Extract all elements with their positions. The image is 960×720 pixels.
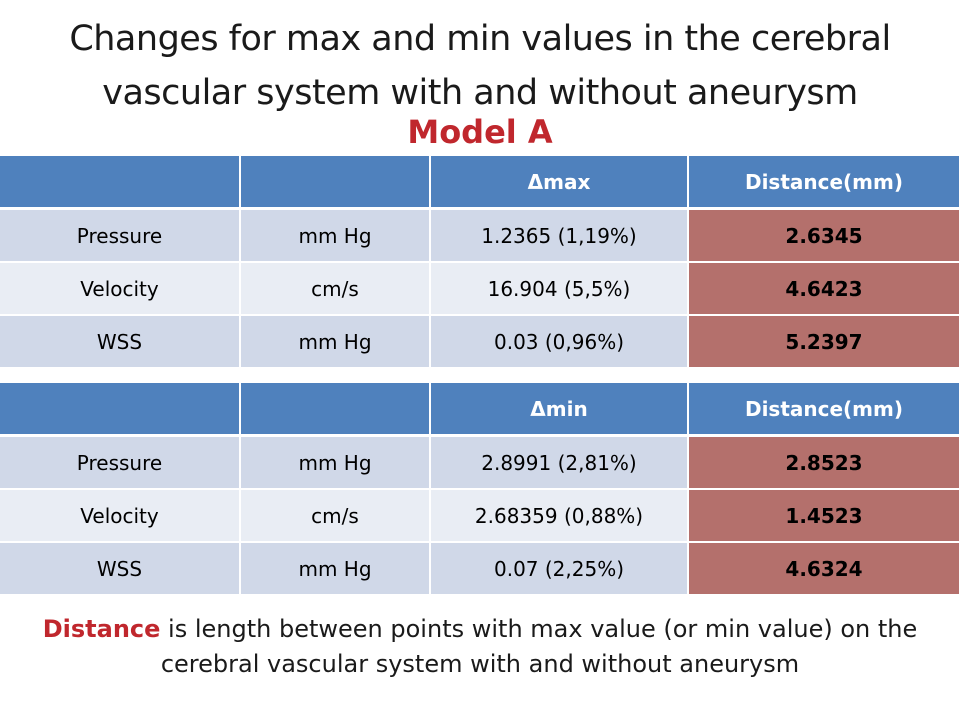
header-cell-empty (240, 156, 431, 210)
table-header-row: Δmin Distance(mm) (0, 383, 960, 437)
header-cell-empty (0, 156, 241, 210)
header-cell-empty (240, 383, 431, 437)
header-cell-delta-max: Δmax (430, 156, 689, 210)
row-delta: 16.904 (5,5%) (430, 262, 689, 316)
header-cell-distance: Distance(mm) (688, 156, 960, 210)
row-distance: 4.6324 (688, 542, 960, 596)
row-unit: cm/s (240, 262, 431, 316)
table-row: WSS mm Hg 0.07 (2,25%) 4.6324 (0, 542, 960, 596)
slide-title-line-1: Changes for max and min values in the ce… (69, 19, 891, 59)
row-parameter: Pressure (0, 435, 241, 490)
header-cell-delta-min: Δmin (430, 383, 689, 437)
row-parameter: WSS (0, 315, 241, 369)
row-distance: 1.4523 (688, 489, 960, 543)
row-distance: 2.8523 (688, 435, 960, 490)
table-row: Pressure mm Hg 1.2365 (1,19%) 2.6345 (0, 208, 960, 263)
header-cell-distance: Distance(mm) (688, 383, 960, 437)
row-unit: cm/s (240, 489, 431, 543)
row-distance: 4.6423 (688, 262, 960, 316)
table-row: WSS mm Hg 0.03 (0,96%) 5.2397 (0, 315, 960, 369)
table-row: Pressure mm Hg 2.8991 (2,81%) 2.8523 (0, 435, 960, 490)
table-row: Velocity cm/s 2.68359 (0,88%) 1.4523 (0, 489, 960, 543)
row-distance: 2.6345 (688, 208, 960, 263)
footnote-highlight: Distance (42, 615, 161, 643)
header-cell-empty (0, 383, 241, 437)
row-delta: 0.07 (2,25%) (430, 542, 689, 596)
min-values-table: Δmin Distance(mm) Pressure mm Hg 2.8991 … (0, 383, 960, 596)
row-delta: 2.68359 (0,88%) (430, 489, 689, 543)
row-delta: 1.2365 (1,19%) (430, 208, 689, 263)
row-parameter: Velocity (0, 489, 241, 543)
row-parameter: WSS (0, 542, 241, 596)
row-distance: 5.2397 (688, 315, 960, 369)
row-unit: mm Hg (240, 315, 431, 369)
model-label: Model A (407, 113, 553, 151)
slide-title: Changes for max and min values in the ce… (0, 12, 960, 120)
row-delta: 2.8991 (2,81%) (430, 435, 689, 490)
row-parameter: Velocity (0, 262, 241, 316)
footnote-text: is length between points with max value … (160, 615, 918, 678)
table-row: Velocity cm/s 16.904 (5,5%) 4.6423 (0, 262, 960, 316)
row-unit: mm Hg (240, 542, 431, 596)
table-header-row: Δmax Distance(mm) (0, 156, 960, 210)
footnote: Distance is length between points with m… (40, 612, 920, 682)
row-unit: mm Hg (240, 208, 431, 263)
max-values-table: Δmax Distance(mm) Pressure mm Hg 1.2365 … (0, 156, 960, 369)
row-delta: 0.03 (0,96%) (430, 315, 689, 369)
slide-title-line-2: vascular system with and without aneurys… (102, 73, 858, 113)
row-unit: mm Hg (240, 435, 431, 490)
row-parameter: Pressure (0, 208, 241, 263)
